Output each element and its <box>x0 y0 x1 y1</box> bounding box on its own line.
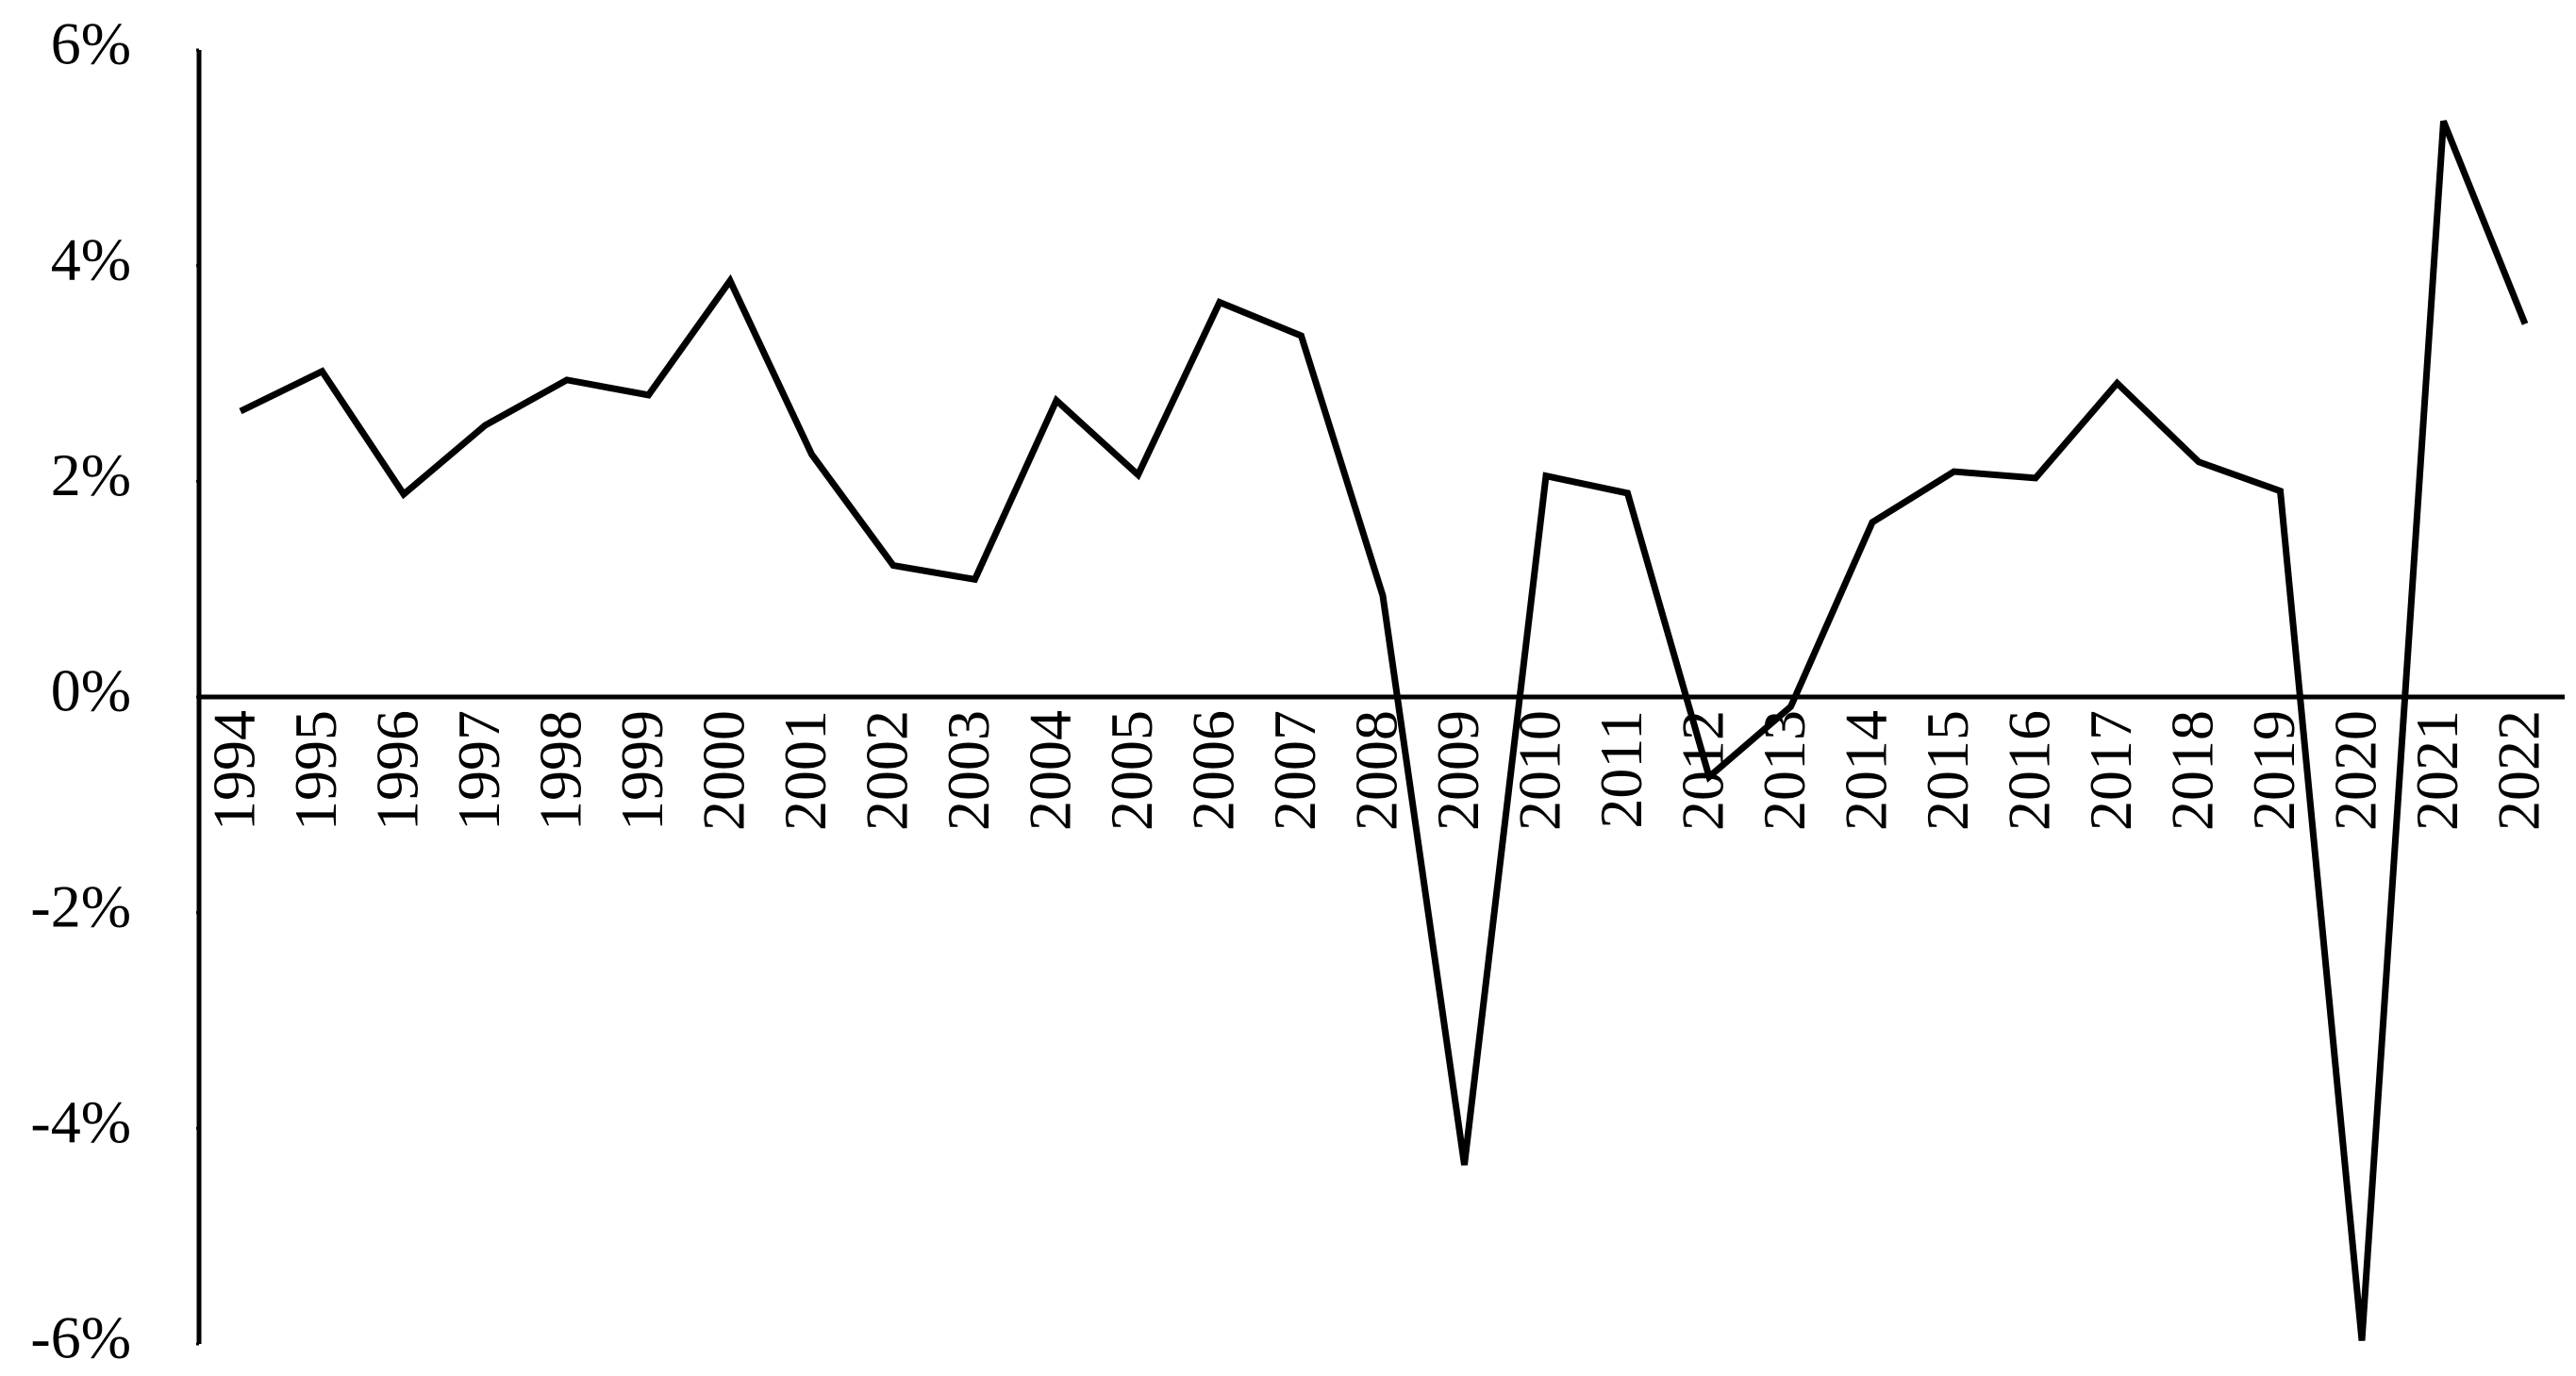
y-tick-label: -4% <box>30 1088 131 1155</box>
x-tick-label: 1999 <box>608 710 675 831</box>
x-tick-label: 1995 <box>282 710 349 831</box>
y-tick-label: 0% <box>51 657 131 724</box>
x-tick-label: 2001 <box>772 710 839 831</box>
y-tick-label: 6% <box>51 10 131 77</box>
x-tick-label: 2002 <box>854 710 921 831</box>
x-tick-label: 2015 <box>1914 710 1981 831</box>
x-tick-label: 2007 <box>1261 710 1328 831</box>
x-tick-label: 2005 <box>1098 710 1165 831</box>
x-tick-label: 1994 <box>201 710 268 831</box>
x-tick-label: 2022 <box>2485 710 2552 831</box>
x-tick-label: 2018 <box>2159 710 2226 831</box>
x-tick-label: 2009 <box>1424 710 1491 831</box>
x-tick-label: 1996 <box>364 710 431 831</box>
x-tick-label: 2000 <box>690 710 757 831</box>
x-tick-label: 2006 <box>1180 710 1247 831</box>
x-tick-label: 2021 <box>2403 710 2470 831</box>
x-tick-label: 1997 <box>445 710 512 831</box>
x-tick-label: 2011 <box>1587 710 1654 829</box>
x-tick-label: 2014 <box>1833 710 1900 831</box>
y-tick-label: 4% <box>51 225 131 292</box>
y-tick-label: 2% <box>51 441 131 508</box>
x-tick-label: 2004 <box>1017 710 1084 831</box>
x-tick-label: 2003 <box>935 710 1002 831</box>
y-tick-label: -2% <box>30 872 131 939</box>
x-tick-label: 2017 <box>2077 710 2144 831</box>
x-tick-label: 2016 <box>1996 710 2063 831</box>
x-tick-label: 2020 <box>2322 710 2389 831</box>
x-tick-label: 2012 <box>1670 710 1737 831</box>
x-tick-label: 2019 <box>2240 710 2307 831</box>
line <box>239 120 2529 1341</box>
y-tick-label: -6% <box>30 1304 131 1371</box>
x-tick-label: 2008 <box>1343 710 1410 831</box>
x-tick-label: 1998 <box>527 710 594 831</box>
